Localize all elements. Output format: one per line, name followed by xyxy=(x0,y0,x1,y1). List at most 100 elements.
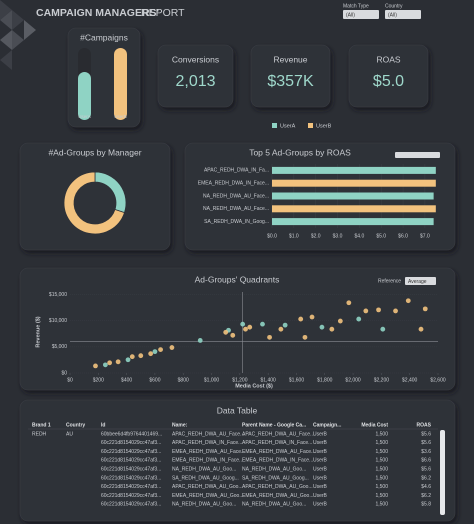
table-cell: UserB xyxy=(313,475,328,481)
x-tick-label: $0.0 xyxy=(267,233,277,239)
table-cell: EMEA_REDH_DWA_AU_Face... xyxy=(172,449,245,455)
column-header: Brand 1 xyxy=(32,422,51,428)
kpi-title: Revenue xyxy=(273,54,307,64)
table-cell: NA_REDH_DWA_AU_Goo... xyxy=(172,502,236,508)
table-cell: 60c221d8154029cc47af3... xyxy=(101,493,161,499)
table-cell: UserB xyxy=(313,458,328,464)
x-tick-label: $2,000 xyxy=(345,377,361,383)
x-tick-label: $200 xyxy=(93,377,104,383)
scrollbar[interactable] xyxy=(440,430,445,515)
point xyxy=(309,314,315,320)
chart-title: Ad-Groups' Quadrants xyxy=(195,274,280,284)
table-cell: EMEA_REDH_DWA_IN_Face... xyxy=(242,458,313,464)
table-cell: APAC_REDH_DWA_AU_Face... xyxy=(242,431,314,437)
y-tick-label: NA_REDH_DWA_AU_Face... xyxy=(203,193,269,199)
point xyxy=(223,329,229,335)
pill-label: UserB xyxy=(114,114,127,119)
table-card xyxy=(19,399,456,522)
table-cell: $6.6 xyxy=(421,458,431,464)
table-cell: $5.6 xyxy=(421,467,431,473)
table-cell: APAC_REDH_DWA_AU_Goo... xyxy=(172,484,243,490)
scatter-card xyxy=(19,267,456,391)
point xyxy=(243,326,248,332)
point xyxy=(129,354,135,360)
y-tick-label: $5,000 xyxy=(52,344,68,350)
column-header: Media Cost xyxy=(361,422,388,428)
table-cell: NA_REDH_DWA_AU_Goo... xyxy=(242,502,306,508)
table-cell: 60c221d8154029cc47af3... xyxy=(101,475,161,481)
table-cell: 1,500 xyxy=(375,493,388,499)
table-cell: 60c221d8154029cc47af3... xyxy=(101,449,161,455)
table-cell: 1,500 xyxy=(375,502,388,508)
filter-dropdown[interactable] xyxy=(343,10,379,19)
table-cell: UserB xyxy=(313,484,328,490)
slider[interactable] xyxy=(395,152,440,158)
table-cell: AU xyxy=(66,431,73,437)
table-cell: SA_REDH_DWA_AU_Goog... xyxy=(172,475,239,481)
x-tick-label: $4.0 xyxy=(355,233,365,239)
y-axis-label: Revenue ($) xyxy=(35,316,41,347)
x-tick-label: $2,200 xyxy=(374,377,390,383)
point xyxy=(278,326,284,332)
y-tick-label: SA_REDH_DWA_IN_Goog... xyxy=(204,219,269,225)
kpi-card xyxy=(157,44,234,108)
table-cell: 1,500 xyxy=(375,475,388,481)
x-tick-label: $6.0 xyxy=(398,233,408,239)
table-cell: 1,500 xyxy=(375,467,388,473)
x-tick-label: $400 xyxy=(121,377,132,383)
point xyxy=(267,334,272,340)
chart-title: #Ad-Groups by Manager xyxy=(48,147,141,157)
table-cell: APAC_REDH_DWA_IN_Face... xyxy=(172,440,242,446)
point xyxy=(138,353,144,359)
x-tick-label: $2,400 xyxy=(402,377,418,383)
table-cell: 60c221d8154029cc47af3... xyxy=(101,440,161,446)
donut-card xyxy=(19,142,171,251)
column-header: Parent Name - Google Ca... xyxy=(242,422,307,428)
card-title: #Campaigns xyxy=(80,32,128,42)
donut-slice xyxy=(63,171,125,235)
y-tick-label: $0 xyxy=(61,370,67,376)
filter-dropdown[interactable] xyxy=(385,10,421,19)
point xyxy=(376,307,381,313)
legend-label: UserA xyxy=(280,123,296,129)
y-tick-label: EMEA_REDH_DWA_IN_Face... xyxy=(198,181,269,187)
kpi-value: 2,013 xyxy=(175,73,215,90)
x-tick-label: $2,600 xyxy=(430,377,446,383)
reference-option: Average xyxy=(408,279,427,285)
point xyxy=(169,345,175,350)
x-tick-label: $800 xyxy=(178,377,189,383)
table-cell: UserB xyxy=(313,440,328,446)
x-tick-label: $600 xyxy=(149,377,160,383)
kpi-value: $357K xyxy=(267,73,314,90)
column-header: Campaign... xyxy=(313,422,342,428)
table-cell: $6.2 xyxy=(421,493,431,499)
x-tick-label: $1,600 xyxy=(289,377,305,383)
table-cell: UserB xyxy=(313,502,328,508)
point xyxy=(93,363,98,369)
title: CAMPAIGN MANAGERS' xyxy=(36,7,159,19)
point xyxy=(337,318,343,324)
table-cell: 60bbee6d4fb9764401469... xyxy=(101,431,162,437)
point xyxy=(346,300,352,306)
table-cell: $6.2 xyxy=(421,475,431,481)
decoration xyxy=(0,0,36,70)
table-cell: 1,500 xyxy=(375,449,388,455)
legend-swatch xyxy=(308,123,313,128)
point xyxy=(158,347,163,352)
point xyxy=(422,306,428,312)
table-cell: $5.6 xyxy=(421,431,431,437)
bar xyxy=(272,218,434,226)
point xyxy=(102,362,108,368)
kpi-card xyxy=(250,44,331,108)
y-tick-label: $15,000 xyxy=(49,292,67,298)
point xyxy=(282,322,288,328)
table-cell: NA_REDH_DWA_AU_Goo... xyxy=(172,467,236,473)
bar xyxy=(272,192,434,200)
table-cell: SA_REDH_DWA_AU_Goog... xyxy=(242,475,309,481)
x-tick-label: $1,000 xyxy=(204,377,220,383)
filter-value: (All) xyxy=(388,12,397,18)
table-cell: UserB xyxy=(313,493,328,499)
table-cell: 1,500 xyxy=(375,431,388,437)
reference-dropdown[interactable] xyxy=(405,277,436,285)
